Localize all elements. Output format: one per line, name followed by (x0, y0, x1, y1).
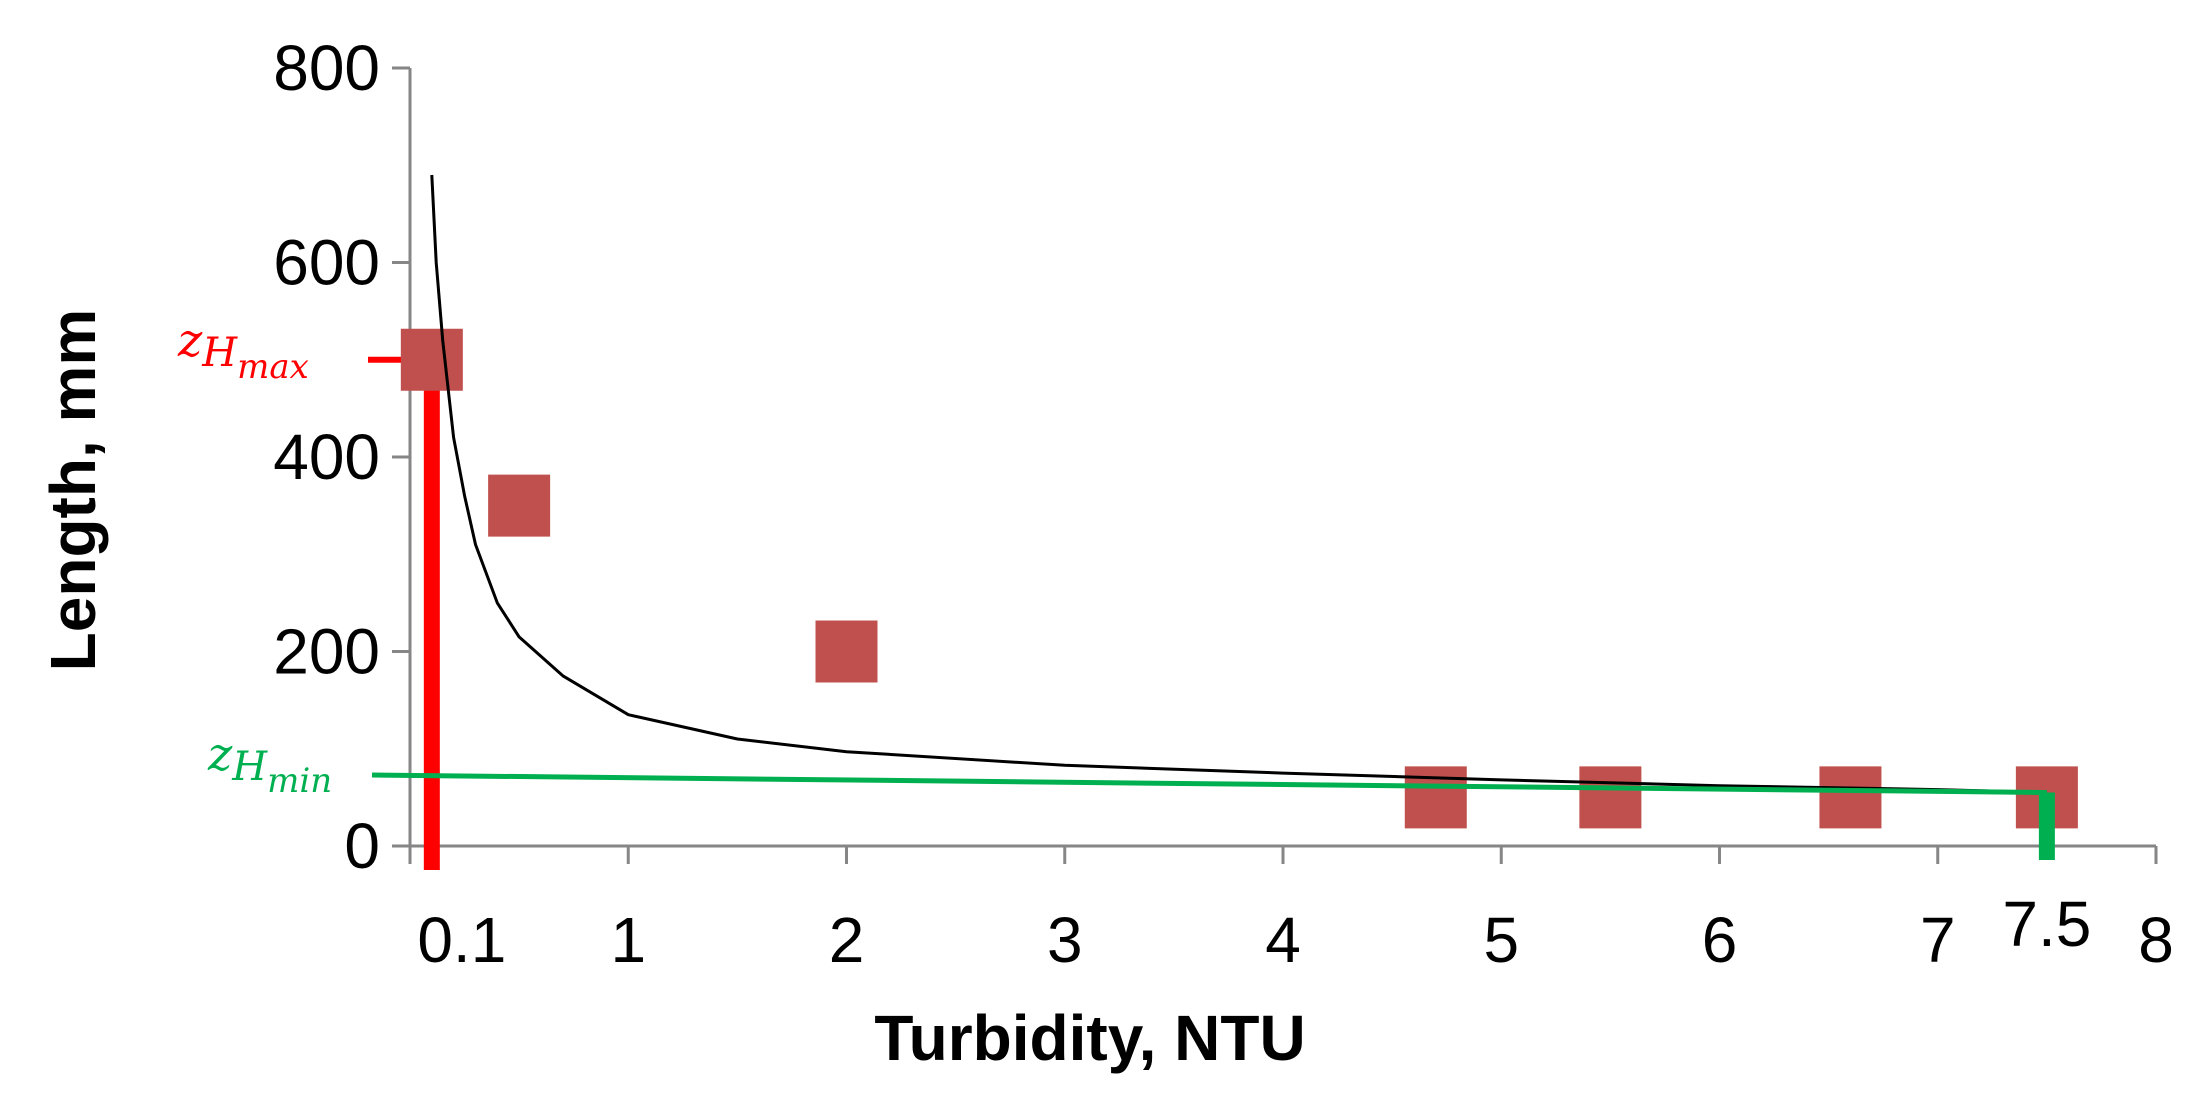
x-tick-label-extra: 0.1 (417, 904, 506, 976)
threshold-labels: zHmax zHmin (177, 313, 332, 801)
x-tick-label-extra: 7.5 (2002, 888, 2091, 960)
x-tick-label: 2 (829, 904, 865, 976)
axes (408, 68, 2156, 848)
zh-min-line (371, 772, 2047, 796)
y-tick-label: 0 (344, 810, 380, 882)
x-axis-ticks: 1 2 3 4 5 6 7 8 0.1 7.5 (408, 846, 2174, 976)
x-tick-label: 3 (1047, 904, 1083, 976)
zh-min-line-layer (371, 772, 2055, 860)
data-point (488, 474, 551, 537)
x-tick-label: 5 (1483, 904, 1519, 976)
y-tick-label: 200 (273, 616, 380, 688)
data-points (400, 328, 2078, 829)
x-tick-label: 1 (610, 904, 646, 976)
y-tick-label: 600 (273, 227, 380, 299)
zh-min-label: zHmin (207, 727, 332, 801)
data-point (815, 620, 878, 683)
y-tick-label: 800 (273, 32, 380, 104)
y-tick-label: 400 (273, 421, 380, 493)
fit-curve (430, 174, 2047, 794)
data-point (400, 328, 463, 391)
fit-curve-layer (430, 174, 2047, 794)
data-point (1579, 766, 1642, 829)
x-tick-label: 7 (1920, 904, 1956, 976)
x-axis-title: Turbidity, NTU (874, 1002, 1305, 1074)
data-point (1404, 766, 1467, 829)
x-tick-label: 8 (2138, 904, 2174, 976)
zh-max-label: zHmax (177, 313, 309, 387)
y-axis-title: Length, mm (37, 309, 109, 672)
x-tick-label: 4 (1265, 904, 1301, 976)
y-axis-ticks: 0 200 400 600 800 (273, 32, 410, 882)
x-tick-label: 6 (1702, 904, 1738, 976)
data-point (1819, 766, 1882, 829)
